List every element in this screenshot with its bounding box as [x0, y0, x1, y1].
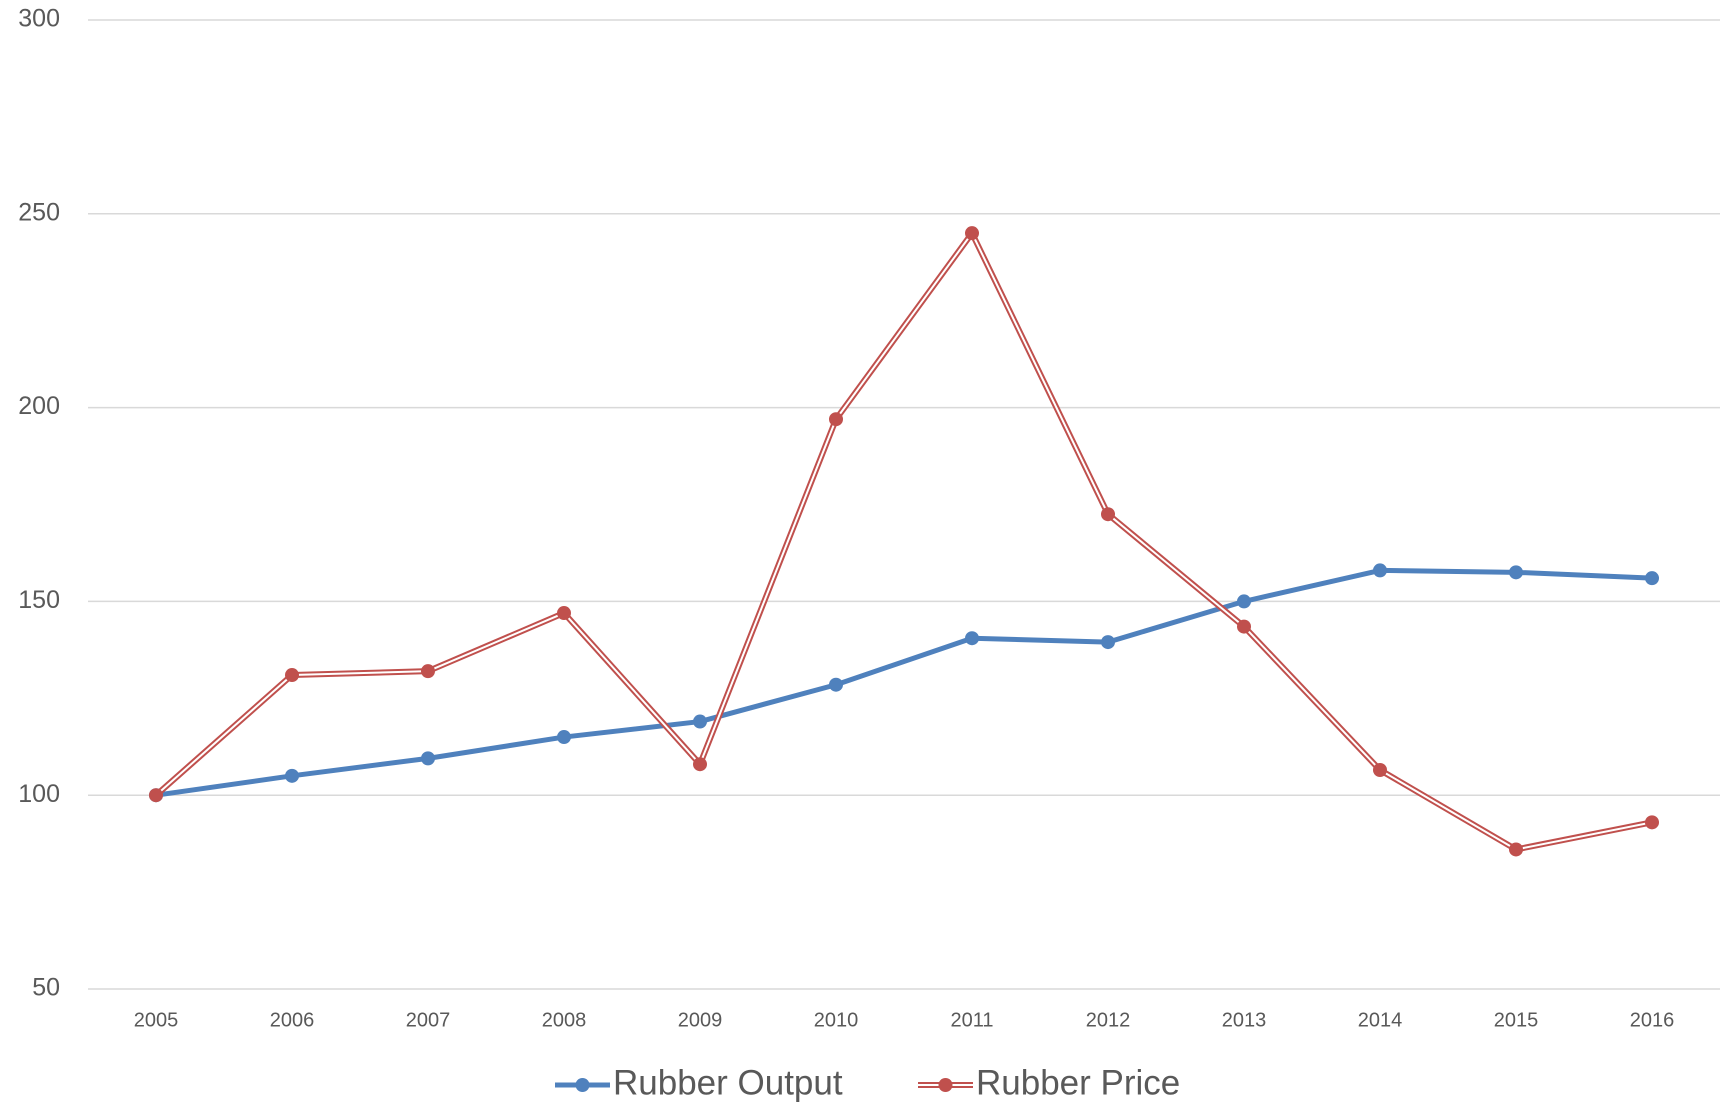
x-tick-label: 2007 — [406, 1009, 451, 1031]
y-tick-label: 100 — [18, 780, 60, 808]
y-tick-label: 150 — [18, 586, 60, 614]
x-tick-label: 2012 — [1086, 1009, 1131, 1031]
y-tick-label: 200 — [18, 392, 60, 420]
data-point — [1509, 842, 1523, 857]
y-tick-label: 50 — [32, 974, 60, 1002]
y-tick-label: 300 — [18, 5, 60, 33]
x-tick-label: 2006 — [270, 1009, 315, 1031]
x-tick-label: 2013 — [1222, 1009, 1267, 1031]
data-point — [829, 412, 843, 427]
x-tick-label: 2014 — [1358, 1009, 1403, 1031]
x-tick-label: 2010 — [814, 1009, 859, 1031]
legend-label: Rubber Price — [976, 1063, 1180, 1102]
legend-marker — [938, 1078, 953, 1092]
series-line — [155, 567, 1653, 798]
data-point — [285, 768, 299, 783]
data-point — [693, 714, 707, 729]
legend-marker — [575, 1078, 590, 1092]
data-point — [965, 631, 979, 646]
data-point — [965, 226, 979, 241]
data-point — [1509, 565, 1523, 580]
y-tick-label: 250 — [18, 198, 60, 226]
data-point — [149, 788, 163, 803]
x-tick-label: 2008 — [542, 1009, 587, 1031]
x-tick-label: 2009 — [678, 1009, 723, 1031]
data-point — [1645, 571, 1659, 586]
data-point — [1237, 594, 1251, 609]
data-point — [421, 664, 435, 679]
data-point — [1237, 619, 1251, 634]
data-point — [1101, 635, 1115, 650]
x-tick-label: 2005 — [134, 1009, 179, 1031]
data-point — [1373, 563, 1387, 578]
data-point — [285, 668, 299, 683]
data-point — [1645, 815, 1659, 830]
series-line-inner — [155, 232, 1653, 851]
data-point — [693, 757, 707, 772]
data-point — [421, 751, 435, 766]
data-point — [1373, 763, 1387, 778]
x-tick-label: 2011 — [950, 1009, 993, 1031]
legend-label: Rubber Output — [613, 1063, 843, 1102]
data-point — [557, 606, 571, 621]
data-point — [1101, 507, 1115, 522]
data-point — [829, 677, 843, 692]
x-tick-label: 2016 — [1630, 1009, 1675, 1031]
x-tick-label: 2015 — [1494, 1009, 1539, 1031]
data-point — [557, 730, 571, 745]
